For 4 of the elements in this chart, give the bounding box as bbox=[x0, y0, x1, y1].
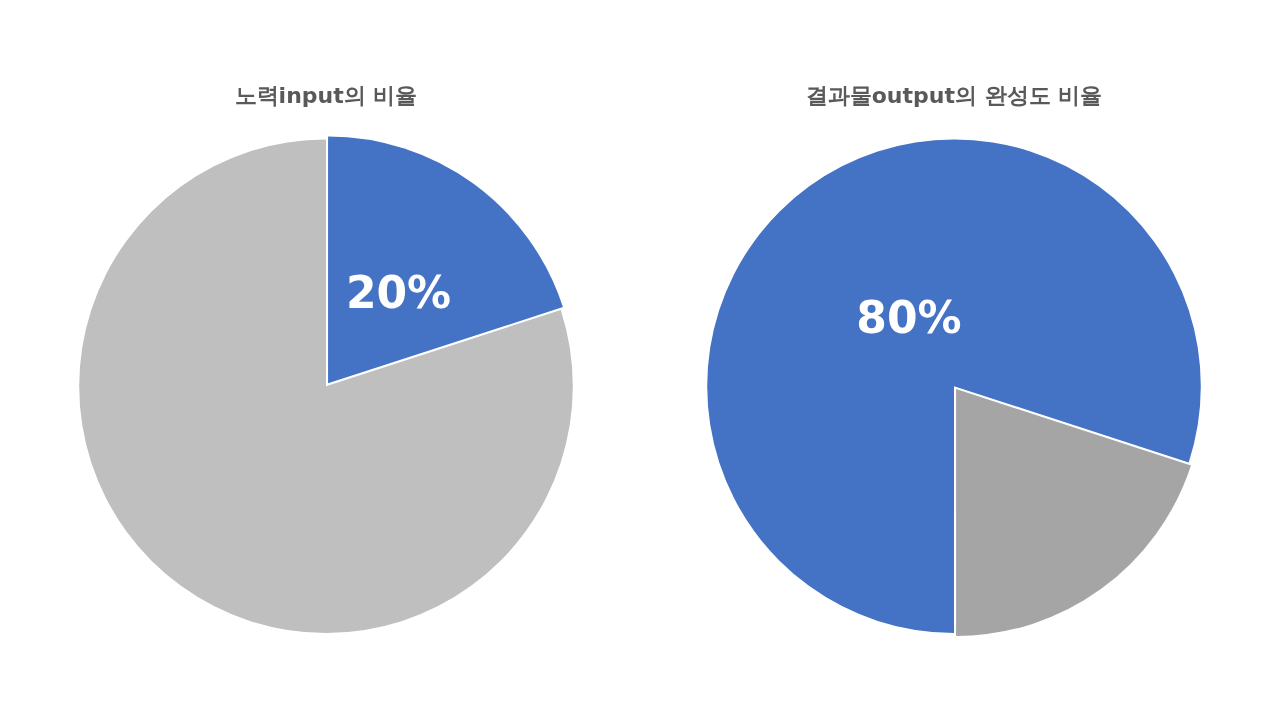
data-label: 20% bbox=[345, 266, 452, 318]
chart-title: 결과물output의 완성도 비율 bbox=[805, 82, 1103, 108]
chart-title: 노력input의 비율 bbox=[234, 82, 418, 108]
data-label: 80% bbox=[856, 291, 962, 343]
